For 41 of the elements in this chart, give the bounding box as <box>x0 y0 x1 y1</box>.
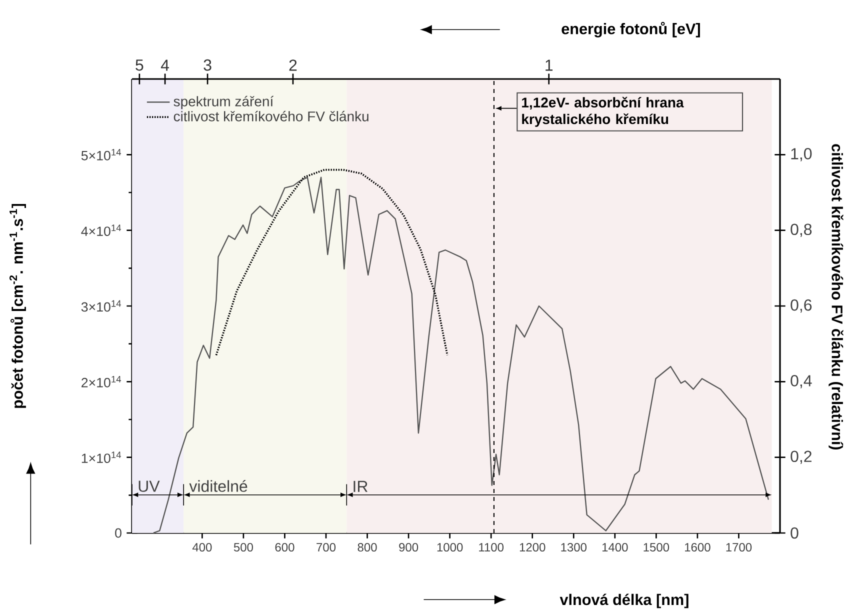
x-tick-label: 400 <box>192 543 212 552</box>
legend-label: spektrum záření <box>174 96 274 110</box>
x-tick-label: 1100 <box>479 543 504 552</box>
y-tick-label: 3×10$^{14}$ <box>81 300 122 312</box>
band-label: viditelné <box>189 480 248 492</box>
annotation: 3 <box>204 59 212 71</box>
x-tick-label: 1300 <box>561 543 587 552</box>
x-axis-title: vlnová délka [nm] <box>560 594 688 608</box>
ref-line-label: 1,12eV- absorbční hrana krystalického křemíku <box>522 96 684 127</box>
x-tick-label: 1200 <box>520 543 546 552</box>
x-tick-label: 600 <box>275 543 294 552</box>
annotation: 2 <box>289 60 297 71</box>
y2-tick-label: 0,4 <box>790 375 812 388</box>
legend-label: citlivost křemíkového FV článku <box>174 110 368 122</box>
y2-tick-label: 0,6 <box>790 299 812 313</box>
text: energie fotonů [eV] <box>562 22 700 38</box>
y-tick-label: 5×10$^{14}$ <box>81 148 122 160</box>
x-tick-label: 900 <box>399 543 418 552</box>
y-tick-label: 0 <box>115 528 122 538</box>
band-label: UV <box>138 480 160 492</box>
y2-axis-title: citlivost křemíkového FV článku (relativní) <box>828 144 844 450</box>
annotation: 4 <box>160 60 170 71</box>
x-tick-label: 800 <box>358 543 377 552</box>
y2-tick-label: 0,8 <box>790 224 812 237</box>
x-tick-label: 1000 <box>437 543 463 552</box>
x-tick-label: 1400 <box>602 543 628 552</box>
y2-tick-label: 0 <box>790 527 798 539</box>
x-tick-label: 700 <box>316 543 336 552</box>
x-tick-label: 1500 <box>644 543 670 552</box>
x-tick-label: 1600 <box>685 543 710 552</box>
y2-tick-label: 1,0 <box>791 148 812 162</box>
y-tick-label: 4×10$^{14}$ <box>81 224 122 236</box>
x-tick-label: 500 <box>234 543 253 552</box>
x-tick-label: 1700 <box>726 543 752 552</box>
band-label: IR <box>354 480 368 492</box>
annotation: 5 <box>136 60 144 71</box>
y-axis-title: počet fotonů [cm$^{-2}$. nm$^{-1}$.s$^{-1}$] <box>9 204 26 408</box>
annotation: 1 <box>546 60 553 71</box>
y-tick-label: 2×10$^{14}$ <box>82 376 122 388</box>
y-tick-label: 1×10$^{14}$ <box>82 452 122 464</box>
y2-tick-label: 0,2 <box>790 450 812 464</box>
